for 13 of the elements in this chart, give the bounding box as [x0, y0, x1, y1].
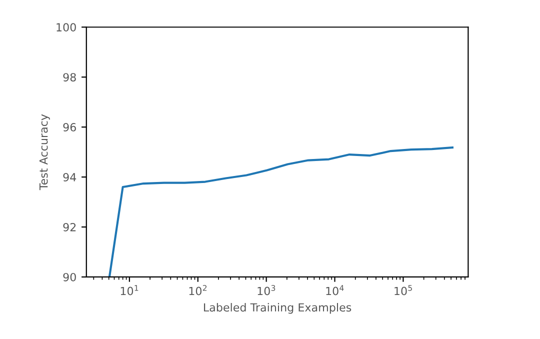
- x-tick-label: 10$^{3}$: [258, 285, 276, 296]
- y-tick-label: 98: [63, 73, 76, 82]
- x-tick-label: 10$^{4}$: [326, 285, 344, 296]
- x-axis-title: Labeled Training Examples: [204, 302, 352, 314]
- y-tick-label: 90: [63, 272, 76, 282]
- y-axis-title: Test Accuracy: [40, 114, 50, 190]
- x-tick-label: 10$^{2}$: [189, 285, 207, 296]
- y-tick-label: 100: [56, 23, 76, 32]
- y-tick-label: 94: [63, 173, 76, 182]
- x-tick-label: 10$^{1}$: [120, 285, 138, 296]
- x-tick-label: 10$^{5}$: [394, 285, 412, 296]
- y-tick-label: 96: [63, 123, 76, 132]
- y-tick-label: 92: [63, 222, 76, 232]
